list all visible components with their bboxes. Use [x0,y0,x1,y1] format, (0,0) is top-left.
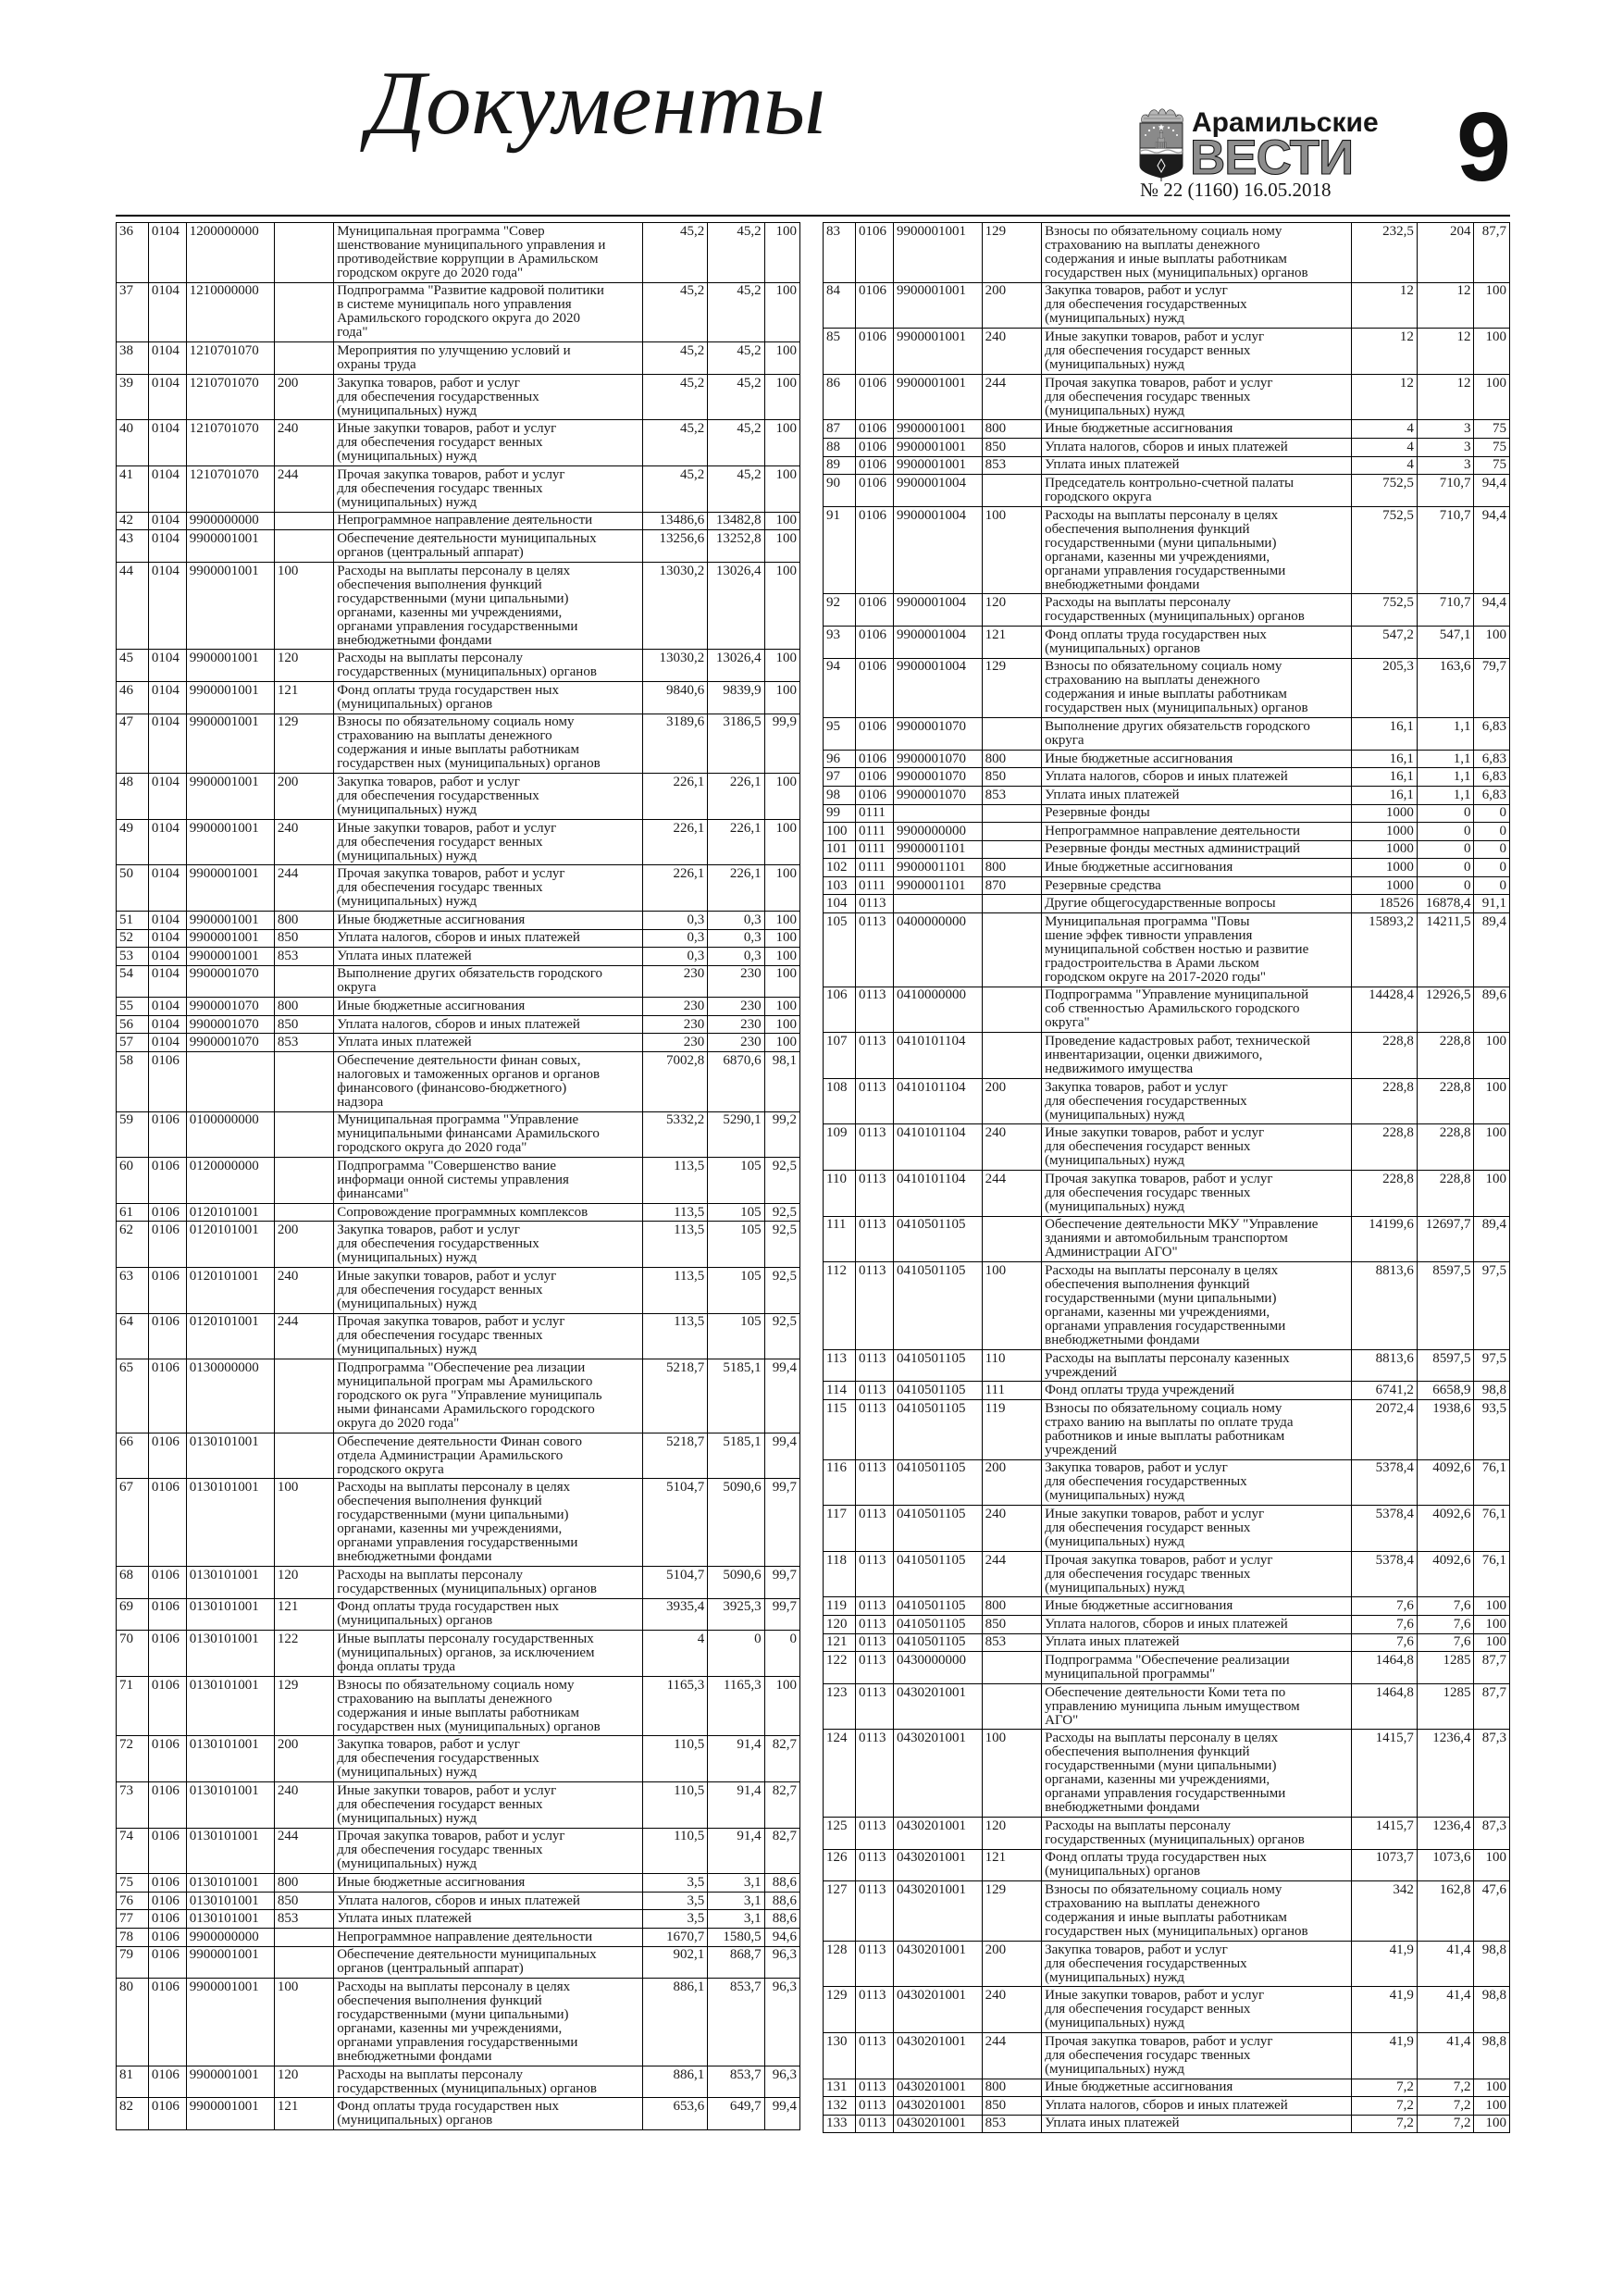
svg-text:ВЕСТИ: ВЕСТИ [1190,130,1353,185]
svg-text:№ 22 (1160) 16.05.2018: № 22 (1160) 16.05.2018 [1140,179,1332,201]
